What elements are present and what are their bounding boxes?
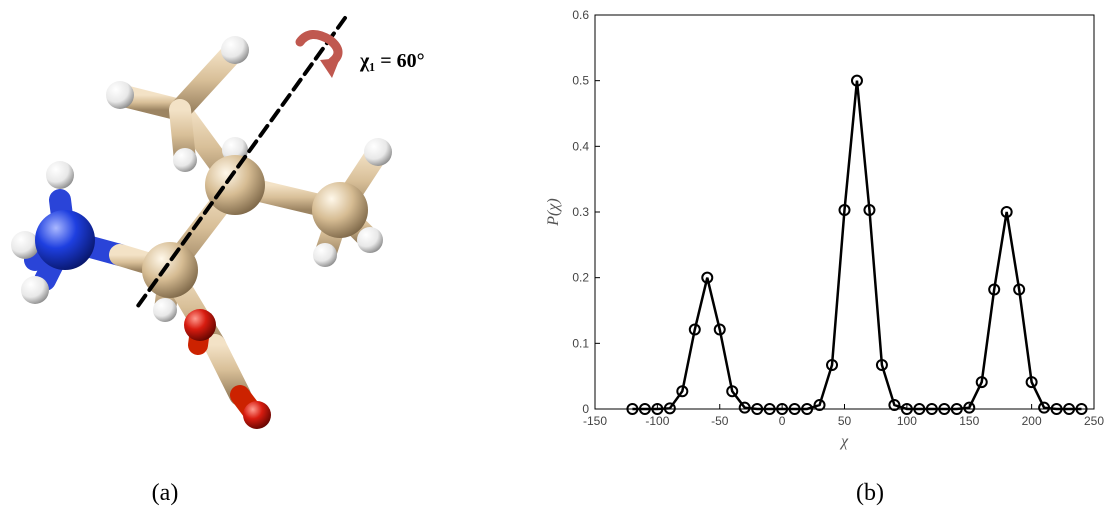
x-tick-label: 150 <box>959 414 979 428</box>
y-tick-label: 0.4 <box>572 139 589 153</box>
x-tick-label: -150 <box>583 414 607 428</box>
x-tick-label: 0 <box>779 414 786 428</box>
plot: -150 -100 -50 0 50 100 150 200 250 0 0.1 0.2 0.3 0.4 0… <box>545 8 1104 450</box>
x-axis-label: χ <box>839 433 849 450</box>
series-line <box>632 81 1081 409</box>
y-tick-label: 0.1 <box>572 336 589 350</box>
molecule <box>11 18 392 429</box>
y-tick-label: 0.5 <box>572 74 589 88</box>
x-tick-label: 200 <box>1022 414 1042 428</box>
y-tick-label: 0.2 <box>572 271 589 285</box>
x-tick-label: 50 <box>838 414 852 428</box>
rotation-label: χ₁ = 60° <box>359 50 425 72</box>
caption: (a) <box>152 480 179 506</box>
x-tick-label: -50 <box>711 414 729 428</box>
x-tick-label: 100 <box>897 414 917 428</box>
y-tick-label: 0 <box>582 402 589 416</box>
y-axis-label: P(χ) <box>545 198 562 226</box>
y-tick-label: 0.3 <box>572 205 589 219</box>
caption: (b) <box>856 480 884 506</box>
x-tick-label: -100 <box>645 414 669 428</box>
y-tick-label: 0.6 <box>572 8 589 22</box>
figure: χ₁ = 60° (a) -150 -100 -50 0 50 100 150 200 250 0… <box>0 0 1111 512</box>
x-tick-label: 250 <box>1084 414 1104 428</box>
